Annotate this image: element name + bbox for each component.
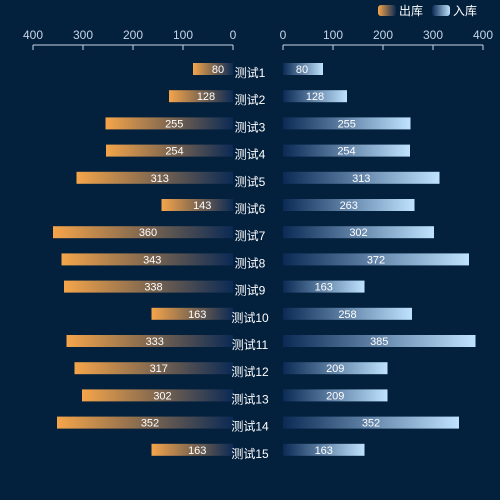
in-value-label: 258 (338, 309, 356, 321)
out-value-label: 338 (144, 282, 162, 294)
out-value-label: 352 (141, 418, 159, 430)
category-label: 测试13 (231, 391, 269, 406)
in-bar (283, 226, 434, 239)
category-label: 测试10 (231, 310, 269, 325)
out-value-label: 80 (212, 64, 224, 76)
category-label: 测试9 (235, 283, 266, 298)
in-bar (283, 90, 347, 103)
out-value-label: 255 (165, 118, 183, 130)
in-value-label: 254 (337, 146, 355, 158)
category-label: 测试11 (232, 337, 269, 352)
out-bar (161, 199, 233, 211)
out-value-label: 360 (139, 227, 157, 239)
in-value-label: 209 (326, 390, 344, 402)
in-value-label: 128 (306, 91, 324, 103)
in-bar (283, 416, 459, 429)
category-label: 测试2 (235, 92, 266, 107)
in-bar (283, 63, 323, 75)
out-bar (61, 253, 233, 266)
out-bar (53, 226, 233, 239)
in-bar (283, 335, 476, 347)
in-bar (283, 280, 365, 293)
out-value-label: 333 (146, 336, 164, 348)
out-bar (57, 416, 233, 429)
in-value-label: 209 (326, 363, 344, 375)
legend-swatch (378, 5, 396, 16)
in-bar (283, 389, 388, 402)
legend-swatch (432, 5, 450, 16)
in-bar (283, 171, 440, 184)
in-value-label: 163 (315, 282, 333, 294)
category-label: 测试1 (235, 65, 266, 80)
in-value-label: 302 (349, 227, 367, 239)
category-label: 测试12 (231, 364, 269, 379)
in-bar (283, 307, 412, 320)
out-bar (66, 335, 233, 347)
in-value-label: 255 (338, 118, 356, 130)
in-value-label: 372 (367, 254, 385, 266)
out-value-label: 128 (197, 91, 215, 103)
in-value-label: 263 (340, 200, 358, 212)
category-label: 测试8 (235, 255, 266, 270)
category-label: 测试3 (235, 119, 266, 134)
left-axis: 400 300 200 100 0 (23, 28, 237, 50)
out-bar (193, 63, 233, 75)
right-axis-tick-label: 400 (473, 28, 493, 42)
left-axis-tick-label: 300 (73, 28, 93, 42)
out-bar (106, 144, 233, 157)
legend-item-in[interactable]: 入库 (432, 3, 477, 18)
in-bar (283, 362, 388, 375)
out-bar (76, 171, 233, 184)
out-value-label: 254 (165, 146, 183, 158)
right-axis-tick-label: 300 (423, 28, 443, 42)
bars: 80 80 测试1 128 128 测试2 255 255 测试3 254 254 测试4 313 313… (53, 63, 476, 461)
out-bar (82, 389, 233, 402)
out-bar (64, 280, 233, 293)
in-value-label: 385 (370, 336, 388, 348)
legend-item-out[interactable]: 出库 (378, 3, 423, 18)
out-bar (151, 443, 233, 456)
out-bar (151, 307, 233, 320)
in-bar (283, 253, 469, 266)
in-bar (283, 144, 410, 157)
left-axis-tick-label: 400 (23, 28, 43, 42)
legend[interactable]: 出库 入库 (378, 3, 477, 18)
out-value-label: 143 (193, 200, 211, 212)
out-bar (74, 362, 233, 375)
in-bar (283, 199, 415, 211)
category-label: 测试15 (231, 446, 269, 461)
out-value-label: 343 (143, 254, 161, 266)
in-value-label: 352 (362, 418, 380, 430)
out-value-label: 302 (153, 390, 171, 402)
legend-label: 出库 (399, 3, 423, 18)
in-bar (283, 443, 365, 456)
right-axis-tick-label: 100 (323, 28, 343, 42)
out-value-label: 163 (188, 309, 206, 321)
left-axis-tick-label: 100 (173, 28, 193, 42)
category-label: 测试6 (235, 201, 266, 216)
right-axis-tick-label: 200 (373, 28, 393, 42)
in-value-label: 313 (352, 173, 370, 185)
left-axis-tick-label: 200 (123, 28, 143, 42)
in-value-label: 80 (296, 64, 308, 76)
out-value-label: 163 (188, 445, 206, 457)
in-value-label: 163 (315, 445, 333, 457)
right-axis-tick-label: 0 (280, 28, 287, 42)
out-bar (105, 117, 233, 130)
out-bar (169, 90, 233, 103)
legend-label: 入库 (453, 3, 477, 18)
out-value-label: 313 (151, 173, 169, 185)
category-label: 测试14 (231, 419, 269, 434)
right-axis: 0 100 200 300 400 (280, 28, 493, 50)
in-bar (283, 117, 411, 130)
category-label: 测试5 (235, 174, 266, 189)
left-axis-tick-label: 0 (230, 28, 237, 42)
category-label: 测试4 (235, 147, 266, 162)
category-label: 测试7 (235, 228, 266, 243)
out-value-label: 317 (150, 363, 168, 375)
